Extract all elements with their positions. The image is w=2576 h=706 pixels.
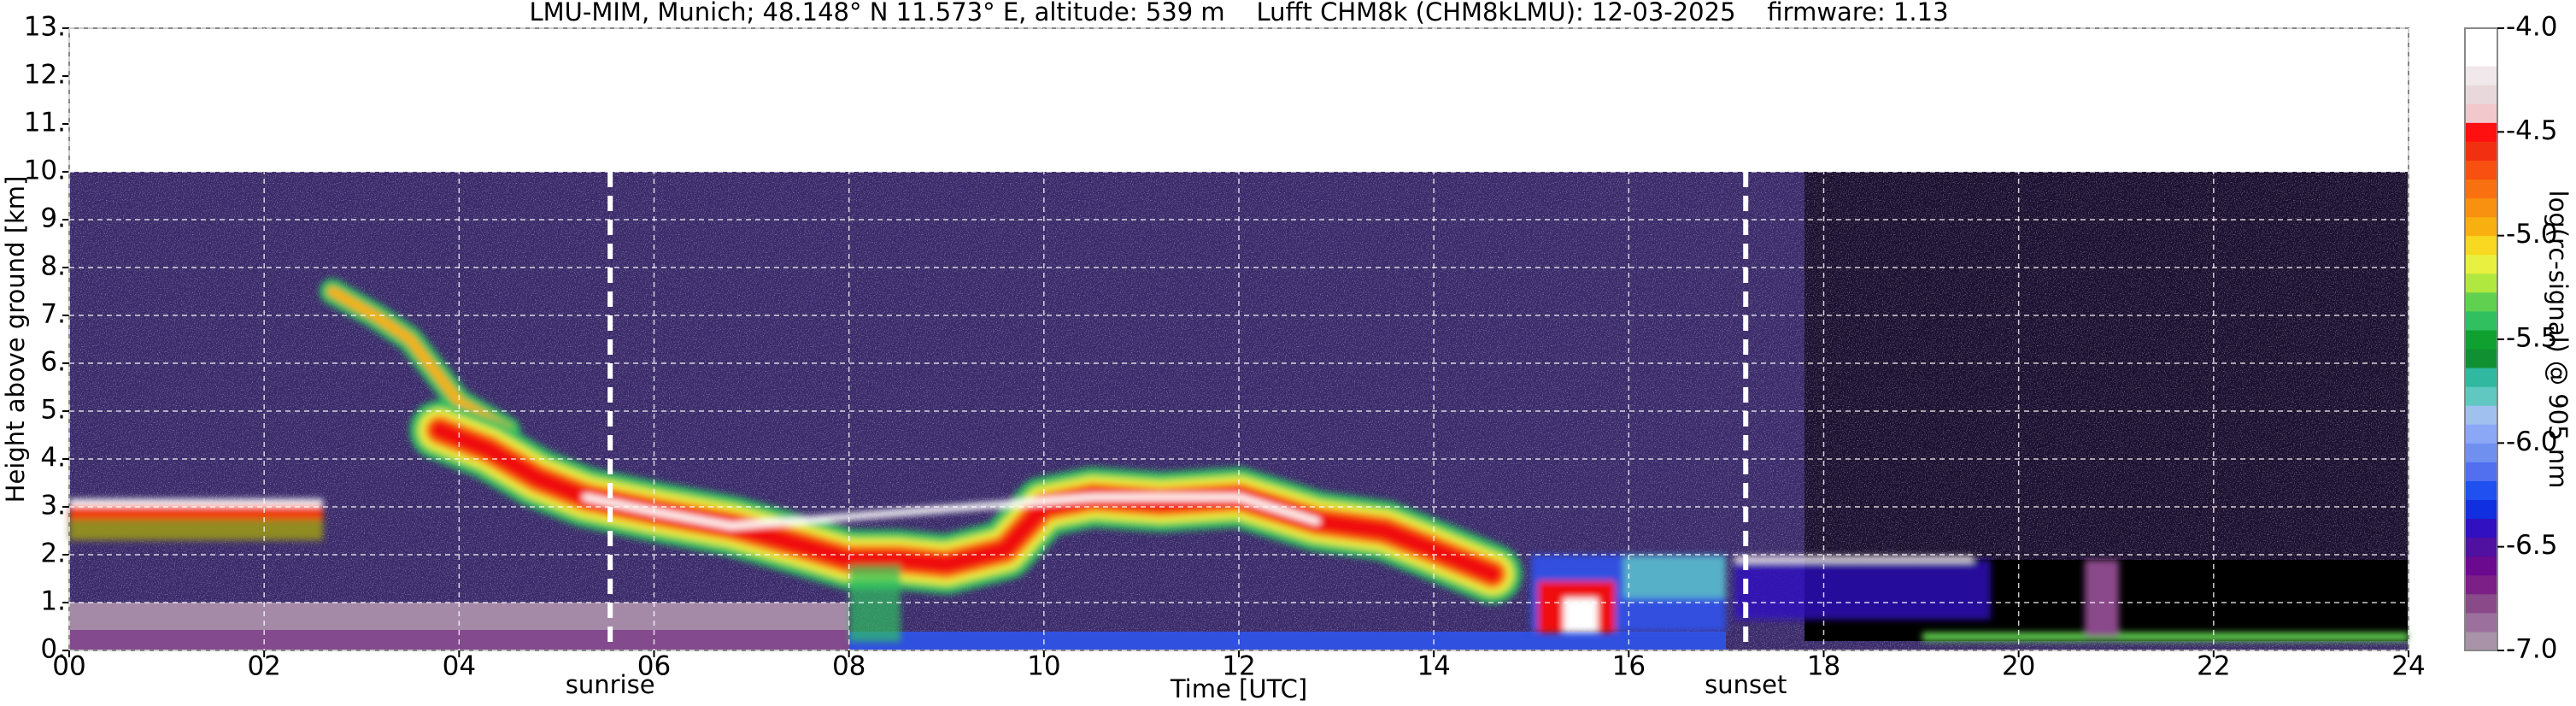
colorbar-band — [2465, 405, 2497, 425]
x-tick-label: 10 — [1027, 651, 1060, 682]
colorbar-band — [2465, 197, 2497, 218]
colorbar-tick-label: -4.5 — [2506, 115, 2558, 146]
y-tick-label: 8. — [40, 251, 66, 282]
colorbar-band — [2465, 462, 2497, 481]
colorbar-band — [2465, 141, 2497, 161]
colorbar-band — [2465, 537, 2497, 557]
y-tick-label: 3. — [40, 491, 66, 521]
y-tick-label: 13. — [24, 12, 66, 43]
colorbar-band — [2465, 518, 2497, 538]
colorbar-band — [2465, 47, 2497, 67]
colorbar-tick-label: -6.5 — [2506, 530, 2558, 561]
x-tick-label: 24 — [2391, 651, 2425, 682]
colorbar-band — [2465, 612, 2497, 632]
x-tick-label: 20 — [2002, 651, 2035, 682]
x-axis-label: Time [UTC] — [1170, 674, 1307, 703]
colorbar-band — [2465, 349, 2497, 368]
colorbar-tick-label: -7.0 — [2506, 634, 2558, 665]
colorbar-band — [2465, 291, 2497, 312]
colorbar-band — [2465, 85, 2497, 104]
colorbar-band — [2465, 216, 2497, 237]
y-tick-label: 7. — [40, 299, 66, 330]
chart-title: LMU-MIM, Munich; 48.148° N 11.573° E, al… — [529, 0, 1948, 26]
colorbar-band — [2465, 574, 2497, 595]
colorbar-band — [2465, 122, 2497, 142]
colorbar-band — [2465, 235, 2497, 256]
colorbar-band — [2465, 160, 2497, 179]
y-tick-label: 11. — [24, 108, 66, 138]
colorbar-band — [2465, 66, 2497, 85]
x-tick-label: 06 — [637, 651, 671, 682]
colorbar-tick-label: -5.0 — [2506, 219, 2558, 250]
colorbar-band — [2465, 593, 2497, 614]
colorbar-band — [2465, 179, 2497, 199]
colorbar-tick-label: -5.5 — [2506, 323, 2558, 354]
colorbar-band — [2465, 386, 2497, 406]
colorbar-band — [2465, 28, 2497, 48]
x-tick-label: 14 — [1417, 651, 1450, 682]
colorbar-band — [2465, 556, 2497, 576]
x-tick-label: 22 — [2197, 651, 2230, 682]
colorbar-tick-label: -4.0 — [2506, 12, 2558, 43]
x-tick-label: 02 — [247, 651, 280, 682]
y-tick-label: 9. — [40, 203, 66, 234]
colorbar-band — [2465, 499, 2497, 520]
x-tick-label: 16 — [1612, 651, 1646, 682]
colorbar-band — [2465, 631, 2497, 651]
x-tick-label: 00 — [52, 651, 85, 682]
colorbar-band — [2465, 329, 2497, 350]
x-tick-label: 08 — [832, 651, 866, 682]
x-tick-label: 12 — [1222, 651, 1255, 682]
colorbar-label: log(rc-signal) @ 905 nm — [2544, 191, 2573, 489]
annotation-label: sunrise — [566, 670, 655, 699]
y-tick-label: 2. — [40, 538, 66, 569]
y-tick-label: 10. — [24, 156, 66, 186]
colorbar-band — [2465, 103, 2497, 123]
y-tick-label: 1. — [40, 586, 66, 617]
y-axis-label: Height above ground [km] — [1, 176, 30, 503]
y-tick-label: 12. — [24, 60, 66, 91]
colorbar-tick-label: -6.0 — [2506, 427, 2558, 457]
colorbar-band — [2465, 443, 2497, 462]
y-tick-label: 4. — [40, 443, 66, 474]
annotation-label: sunset — [1705, 670, 1787, 699]
y-tick-label: 0. — [40, 634, 66, 665]
colorbar-band — [2465, 254, 2497, 274]
y-tick-label: 5. — [40, 395, 66, 426]
colorbar-band — [2465, 480, 2497, 501]
colorbar-band — [2465, 424, 2497, 444]
x-tick-label: 18 — [1807, 651, 1840, 682]
y-tick-label: 6. — [40, 347, 66, 378]
colorbar-band — [2465, 368, 2497, 387]
colorbar-band — [2465, 273, 2497, 293]
x-tick-label: 04 — [443, 651, 476, 682]
colorbar-band — [2465, 310, 2497, 331]
